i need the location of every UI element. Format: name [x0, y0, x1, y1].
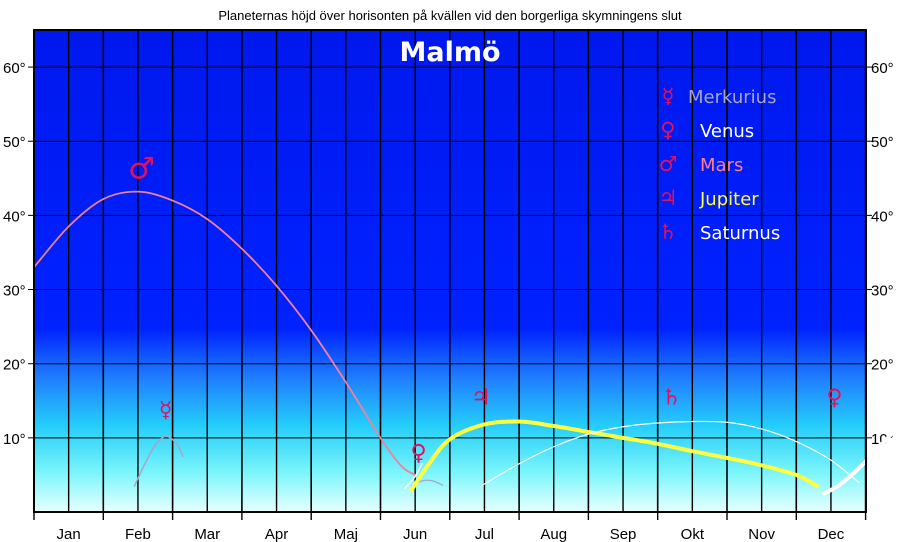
- y-tick-label-right: 60°: [871, 60, 894, 77]
- grid: [33, 30, 867, 512]
- x-tick-label: Jun: [403, 526, 427, 542]
- y-tick-label-left: 50°: [3, 134, 26, 151]
- x-tick-label: Sep: [610, 526, 637, 542]
- planet-symbol-venus: ♀: [826, 385, 842, 410]
- legend-symbol-mars: ♂: [659, 152, 678, 176]
- y-tick-label-left: 40°: [3, 208, 26, 225]
- chart-subtitle: Malmö: [399, 37, 500, 68]
- x-tick-label: Maj: [334, 526, 358, 542]
- legend-label-venus: Venus: [700, 121, 754, 142]
- legend-label-merkurius: Merkurius: [688, 87, 776, 108]
- legend-label-jupiter: Jupiter: [699, 189, 759, 210]
- planet-symbol-merkurius: ☿: [159, 398, 173, 423]
- x-tick-label: Okt: [681, 526, 705, 542]
- x-tick-label: Dec: [818, 526, 845, 542]
- series-line-saturnus: [480, 420, 860, 487]
- chart-title: Planeternas höjd över horisonten på kväl…: [218, 8, 682, 23]
- y-tick-label-left: 60°: [3, 60, 26, 77]
- legend-symbol-venus: ♀: [660, 118, 675, 142]
- y-tick-label-right: 50°: [871, 134, 894, 151]
- series-line-merkurius: [133, 435, 184, 487]
- y-tick-label-left: 30°: [3, 283, 26, 300]
- x-tick-label: Apr: [265, 526, 288, 542]
- planet-symbol-mars: ♂: [128, 151, 155, 186]
- planet-symbol-saturnus: ♄: [662, 385, 682, 410]
- y-tick-label-left: 10°: [3, 431, 26, 448]
- planet-symbol-jupiter: ♃: [471, 385, 491, 410]
- legend-symbol-jupiter: ♃: [659, 186, 678, 210]
- y-tick-label-left: 20°: [3, 357, 26, 374]
- legend-label-mars: Mars: [700, 155, 743, 176]
- planet-symbols: ♂ ☿ ♀ ♃ ♄ ♀: [128, 151, 843, 466]
- series-line-jupiter: [409, 419, 820, 492]
- x-tick-label: Jan: [57, 526, 81, 542]
- x-tick-label: Feb: [125, 526, 151, 542]
- x-tick-label: Nov: [748, 526, 775, 542]
- axis-ticks: 10° 10°20° 20°30° 30°40° 40°50° 50°60° 60°Jan F…: [3, 60, 894, 542]
- series-line-mars: [33, 190, 417, 476]
- series-line-venus: [404, 463, 423, 490]
- x-tick-label: Jul: [475, 526, 494, 542]
- series-layer: [33, 190, 900, 496]
- legend: ☿ Merkurius ♀ Venus ♂ Mars ♃ Jupiter ♄ Saturnus: [659, 84, 781, 244]
- x-tick-label: Aug: [540, 526, 567, 542]
- planet-symbol-venus: ♀: [411, 441, 427, 466]
- legend-symbol-saturnus: ♄: [659, 220, 678, 244]
- legend-label-saturnus: Saturnus: [700, 223, 780, 244]
- plot-frame: [33, 29, 867, 513]
- y-tick-label-right: 20°: [871, 357, 894, 374]
- legend-symbol-merkurius: ☿: [662, 84, 675, 108]
- y-tick-label-right: 30°: [871, 283, 894, 300]
- x-tick-label: Mar: [194, 526, 220, 542]
- y-tick-label-right: 40°: [871, 208, 894, 225]
